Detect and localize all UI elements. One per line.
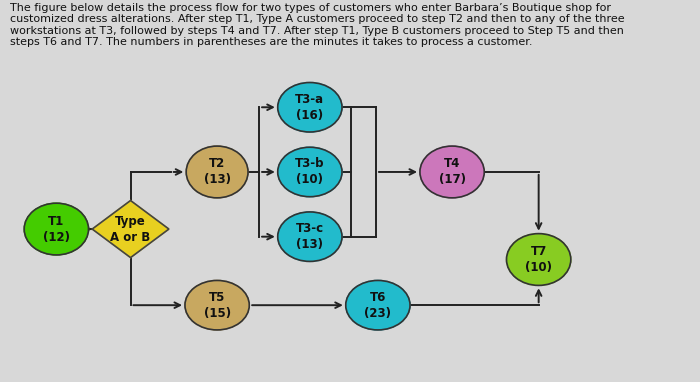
Ellipse shape [278, 212, 342, 261]
Text: T5
(15): T5 (15) [204, 291, 231, 320]
Text: T2
(13): T2 (13) [204, 157, 230, 186]
Text: Type
A or B: Type A or B [111, 215, 150, 244]
Ellipse shape [278, 83, 342, 132]
Text: T3-a
(16): T3-a (16) [295, 93, 324, 122]
Text: T1
(12): T1 (12) [43, 215, 70, 244]
Text: T3-c
(13): T3-c (13) [296, 222, 324, 251]
Text: T6
(23): T6 (23) [365, 291, 391, 320]
Ellipse shape [346, 280, 410, 330]
Ellipse shape [507, 234, 570, 285]
Ellipse shape [420, 146, 484, 198]
Polygon shape [92, 201, 169, 257]
Text: The figure below details the process flow for two types of customers who enter B: The figure below details the process flo… [10, 3, 624, 47]
Text: T3-b
(10): T3-b (10) [295, 157, 325, 186]
Ellipse shape [185, 280, 249, 330]
Ellipse shape [25, 203, 88, 255]
Ellipse shape [186, 146, 248, 198]
Text: T7
(10): T7 (10) [525, 245, 552, 274]
Ellipse shape [278, 147, 342, 197]
Text: T4
(17): T4 (17) [439, 157, 466, 186]
